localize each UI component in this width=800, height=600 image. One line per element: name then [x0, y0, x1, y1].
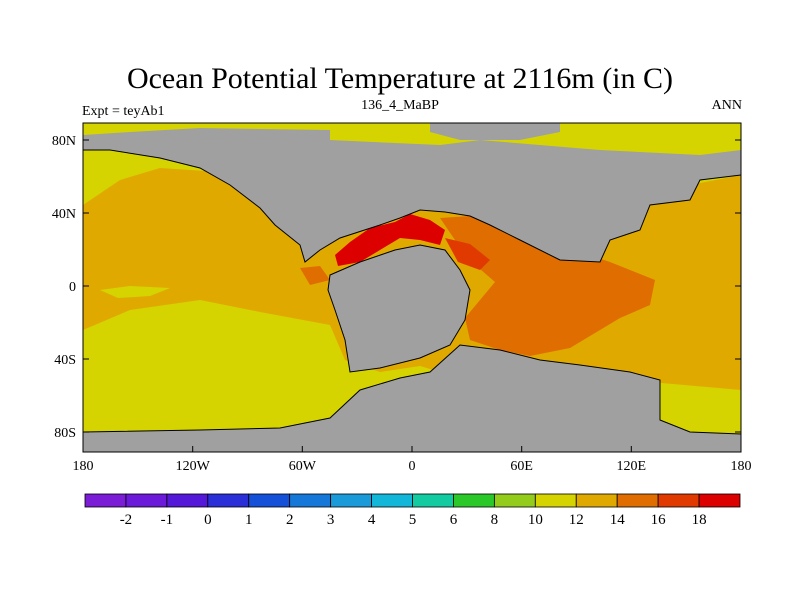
figure-title: Ocean Potential Temperature at 2116m (in… [126, 62, 674, 95]
lat-tick-label: 40N [52, 207, 76, 222]
experiment-label: Expt = teyAb1 [82, 104, 165, 119]
colorbar-label: 3 [327, 512, 335, 528]
colorbar-swatch [371, 493, 413, 508]
colorbar-swatch [248, 493, 291, 508]
lon-tick-label: 60W [289, 459, 317, 474]
land-laurasia [83, 128, 741, 262]
colorbar-swatch [698, 493, 741, 508]
land-gondwana-africa-sa [328, 245, 470, 372]
map-field [83, 123, 741, 452]
colorbar-label: 12 [569, 512, 584, 528]
colorbar-swatch [289, 493, 332, 508]
colorbar-swatch [166, 493, 209, 508]
period-label: 136_4_MaBP [361, 98, 439, 113]
lon-tick-label: 180 [731, 459, 752, 474]
lon-tick-label: 0 [409, 459, 416, 474]
coastlines [83, 149, 741, 435]
colorbar-label: 6 [450, 512, 458, 528]
lon-tick-label: 120E [617, 459, 647, 474]
land-masses [83, 123, 741, 452]
colorbar-swatch [207, 493, 250, 508]
longitude-axis: 180 120W 60W 0 60E 120E 180 [73, 446, 752, 474]
ocean-band-16-18 [445, 238, 490, 270]
ocean-band-14-16 [440, 216, 655, 356]
lat-tick-label: 0 [69, 280, 76, 295]
colorbar-label: 8 [491, 512, 499, 528]
colorbar-swatch [575, 493, 618, 508]
colorbar-label: 16 [651, 512, 667, 528]
colorbar-swatch [657, 493, 700, 508]
colorbar-swatch [616, 493, 659, 508]
colorbar-swatch [330, 493, 372, 508]
colorbar-label: 14 [610, 512, 626, 528]
colorbar-label: 5 [409, 512, 417, 528]
colorbar-swatch [412, 493, 454, 508]
colorbar-label: 18 [692, 512, 707, 528]
latitude-axis: 80N 40N 0 40S 80S [52, 134, 741, 441]
colorbar-swatch [125, 493, 168, 508]
colorbar-label: 2 [286, 512, 294, 528]
colorbar-swatch [534, 493, 577, 508]
ocean-band-18-plus [335, 214, 445, 266]
colorbar-label: 1 [245, 512, 253, 528]
colorbar: -2 -1 0 1 2 3 4 5 6 8 10 12 14 16 18 [84, 493, 741, 528]
season-label: ANN [711, 98, 742, 113]
colorbar-label: 4 [368, 512, 376, 528]
ocean-band-10-12-tropical [100, 286, 170, 298]
colorbar-label: -2 [120, 512, 133, 528]
ocean-band-14-16-west [300, 266, 330, 285]
colorbar-label: 0 [204, 512, 212, 528]
land-antarctica-australia [83, 345, 741, 452]
lat-tick-label: 80S [54, 426, 76, 441]
lon-tick-label: 180 [73, 459, 94, 474]
lat-tick-label: 40S [54, 353, 76, 368]
lon-tick-label: 120W [176, 459, 211, 474]
colorbar-swatch [84, 493, 127, 508]
colorbar-label: -1 [161, 512, 174, 528]
colorbar-swatch [453, 493, 495, 508]
colorbar-label: 10 [528, 512, 543, 528]
lon-tick-label: 60E [510, 459, 533, 474]
lat-tick-label: 80N [52, 134, 76, 149]
colorbar-swatch [493, 493, 536, 508]
land-arctic-island [430, 123, 560, 140]
